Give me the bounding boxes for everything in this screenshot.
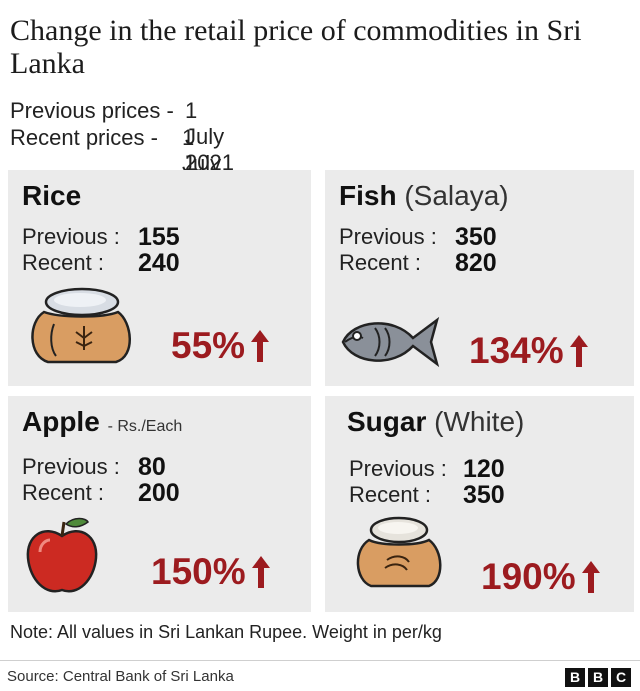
source-text: Source: Central Bank of Sri Lanka [7, 668, 234, 685]
recent-date-label: Recent prices - [10, 125, 158, 150]
percent-change-value: 55% [171, 325, 246, 366]
footnote: Note: All values in Sri Lankan Rupee. We… [10, 622, 442, 642]
recent-label: Recent : [339, 250, 421, 275]
card-title: Fish (Salaya) [339, 180, 509, 211]
chart-title: Change in the retail price of commoditie… [10, 14, 582, 80]
bbc-logo: B B C [565, 668, 631, 687]
recent-price: 200 [138, 479, 180, 507]
card-rice: Rice Previous : 155 Recent : 240 55% [8, 170, 311, 386]
card-title: Rice [22, 180, 82, 211]
fish-icon [341, 316, 440, 368]
logo-letter: B [588, 668, 608, 687]
recent-price: 820 [455, 249, 497, 277]
card-fish: Fish (Salaya) Previous : 350 Recent : 82… [325, 170, 634, 386]
card-title: Sugar (White) [347, 406, 525, 437]
divider [0, 660, 640, 661]
previous-label: Previous : [339, 224, 437, 249]
previous-price: 350 [455, 223, 497, 251]
previous-label: Previous : [22, 224, 120, 249]
previous-price: 80 [138, 453, 166, 481]
recent-label: Recent : [349, 482, 431, 507]
previous-price: 120 [463, 455, 505, 483]
recent-label: Recent : [22, 250, 104, 275]
previous-date-label: Previous prices - [10, 98, 174, 123]
date-legend: Previous prices - 1 July 2021 Recent pri… [10, 98, 234, 202]
sugar-sack-icon [356, 516, 442, 588]
percent-change-value: 150% [151, 551, 246, 592]
arrow-up-icon [581, 561, 600, 593]
apple-icon [26, 517, 98, 593]
rice-sack-icon [31, 287, 131, 364]
recent-price: 240 [138, 249, 180, 277]
arrow-up-icon [569, 335, 588, 367]
percent-change-value: 190% [481, 556, 576, 597]
price-change: 190% [481, 556, 602, 598]
card-title: Apple - Rs./Each [22, 406, 183, 437]
logo-letter: C [611, 668, 631, 687]
card-sugar: Sugar (White) Previous : 120 Recent : 35… [325, 396, 634, 612]
previous-label: Previous : [349, 456, 447, 481]
price-change: 150% [151, 551, 272, 593]
previous-label: Previous : [22, 454, 120, 479]
arrow-up-icon [251, 330, 270, 362]
recent-label: Recent : [22, 480, 104, 505]
logo-letter: B [565, 668, 585, 687]
arrow-up-icon [251, 556, 270, 588]
previous-price: 155 [138, 223, 180, 251]
price-change: 134% [469, 330, 590, 372]
percent-change-value: 134% [469, 330, 564, 371]
recent-price: 350 [463, 481, 505, 509]
price-change: 55% [171, 325, 271, 367]
card-apple: Apple - Rs./Each Previous : 80 Recent : … [8, 396, 311, 612]
